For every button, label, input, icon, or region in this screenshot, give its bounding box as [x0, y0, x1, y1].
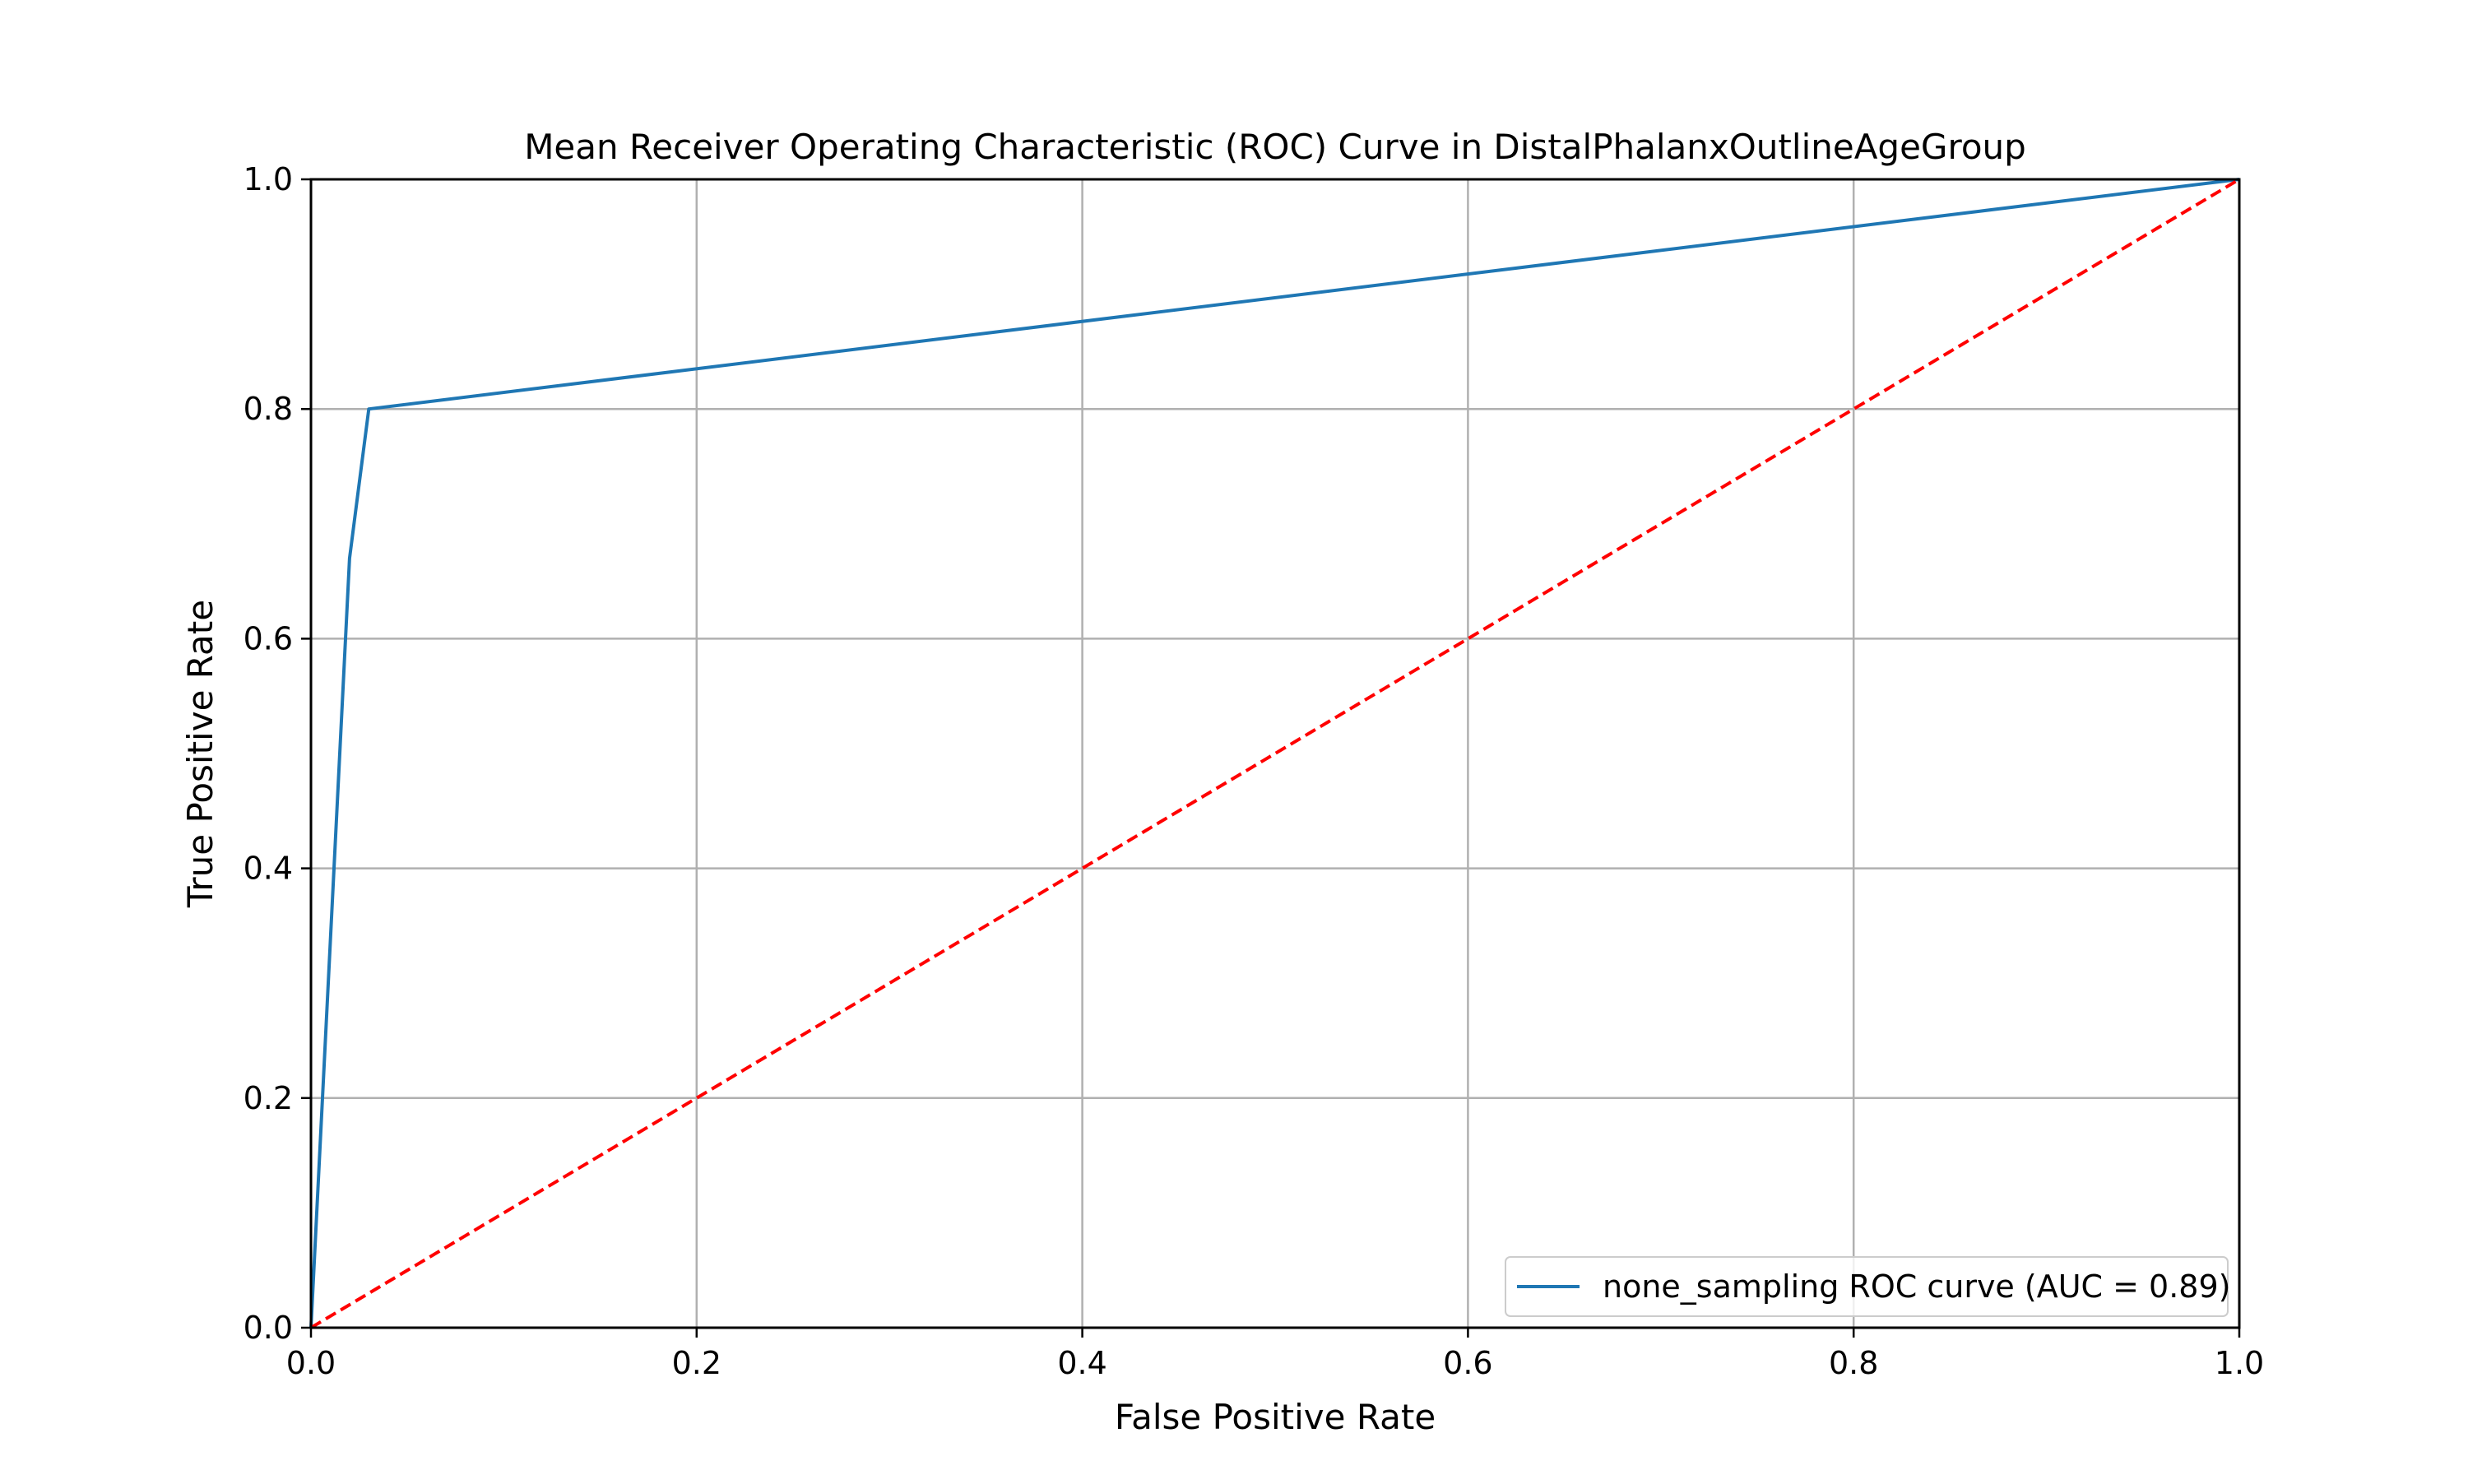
legend-box	[1505, 1256, 2229, 1317]
y-axis-title: True Positive Rate	[180, 600, 220, 908]
plot-frame	[309, 178, 2241, 1329]
grid-lines	[311, 179, 2239, 1328]
axis-ticks: 0.0 0.2 0.4 0.6 0.8 1.0 0.0 0.2 0.4 0.6 0.8 1.0	[244, 161, 2265, 1381]
y-tick-label: 0.0	[244, 1310, 293, 1346]
y-tick-label: 0.4	[244, 851, 293, 887]
legend: none_sampling ROC curve (AUC = 0.89)	[1505, 1256, 2231, 1317]
legend-label: none_sampling ROC curve (AUC = 0.89)	[1603, 1268, 2231, 1305]
x-axis-title: False Positive Rate	[1115, 1397, 1436, 1437]
y-tick-label: 1.0	[244, 161, 293, 197]
series-lines	[309, 178, 2241, 1329]
x-tick-label: 0.2	[672, 1345, 721, 1381]
x-tick-label: 1.0	[2215, 1345, 2264, 1381]
x-tick-label: 0.8	[1829, 1345, 1878, 1381]
chance-diagonal-line	[309, 178, 2241, 1329]
roc-curve-line	[309, 178, 2240, 1329]
y-tick-label: 0.6	[244, 620, 293, 656]
y-tick-label: 0.2	[244, 1080, 293, 1116]
x-tick-label: 0.4	[1057, 1345, 1106, 1381]
chart-title: Mean Receiver Operating Characteristic (…	[524, 127, 2026, 167]
y-tick-label: 0.8	[244, 391, 293, 427]
x-tick-label: 0.6	[1443, 1345, 1492, 1381]
x-tick-label: 0.0	[286, 1345, 336, 1381]
